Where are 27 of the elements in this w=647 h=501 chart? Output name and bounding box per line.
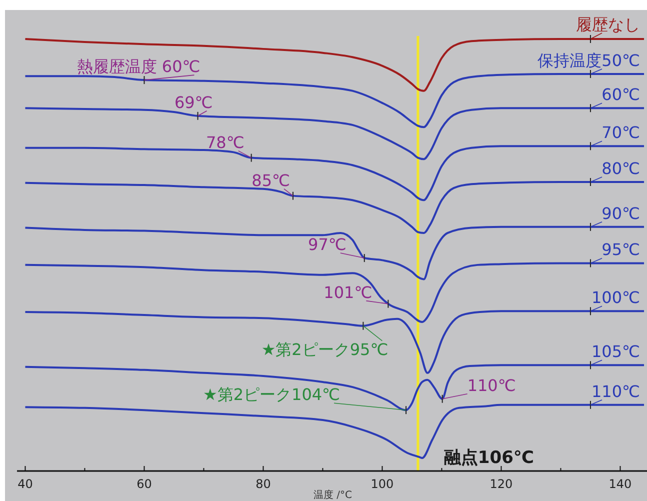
x-tick-label: 120 xyxy=(490,477,513,491)
annotation: 101℃ xyxy=(324,282,372,302)
x-tick-label: 140 xyxy=(608,477,632,491)
annotation: 熱履歴温度 60℃ xyxy=(76,57,200,76)
annotation: 85℃ xyxy=(252,170,290,190)
x-tick-label: 40 xyxy=(18,477,33,491)
ref-line-label: 融点106℃ xyxy=(444,448,534,468)
annotation: 100℃ xyxy=(591,288,640,308)
annotation: 110℃ xyxy=(591,382,640,401)
x-tick-label: 80 xyxy=(256,477,271,491)
annotation: 80℃ xyxy=(602,158,640,178)
annotation: 78℃ xyxy=(206,132,244,152)
x-tick-label: 100 xyxy=(370,477,394,491)
annotation: 70℃ xyxy=(602,123,640,142)
annotation: 69℃ xyxy=(174,92,213,112)
x-tick-label: 60 xyxy=(136,477,152,491)
annotation: ★第2ピーク104℃ xyxy=(202,385,340,404)
annotation: 90℃ xyxy=(602,204,640,223)
annotation: 105℃ xyxy=(591,342,640,362)
annotation: 110℃ xyxy=(467,376,516,395)
annotation: 97℃ xyxy=(308,235,346,254)
annotation: ★第2ピーク95℃ xyxy=(261,340,388,359)
annotation: 95℃ xyxy=(602,240,640,260)
annotation: 履歴なし xyxy=(576,15,640,34)
annotation: 60℃ xyxy=(602,85,640,104)
annotation: 保持温度50℃ xyxy=(538,50,640,70)
x-axis-title: 温度 /°C xyxy=(313,489,352,501)
